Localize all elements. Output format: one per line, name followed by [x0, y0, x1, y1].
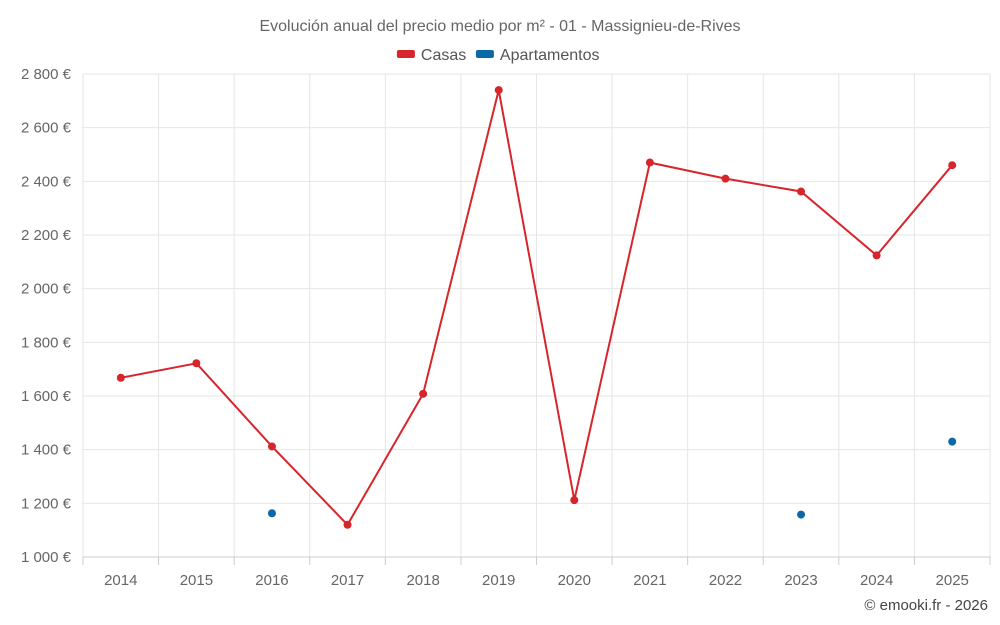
y-tick-label: 2 000 €	[21, 281, 72, 298]
x-tick-label: 2020	[558, 572, 591, 589]
data-point[interactable]	[419, 389, 428, 398]
data-point[interactable]	[494, 86, 503, 95]
y-tick-label: 2 800 €	[21, 66, 72, 83]
y-tick-label: 1 800 €	[21, 334, 72, 351]
series	[116, 86, 957, 529]
data-point[interactable]	[570, 496, 579, 505]
x-tick-label: 2015	[180, 572, 213, 589]
x-tick-label: 2016	[255, 572, 288, 589]
data-point[interactable]	[192, 359, 201, 368]
series-casas	[116, 86, 957, 529]
legend: Casas Apartamentos	[396, 47, 600, 64]
y-tick-label: 2 200 €	[21, 227, 72, 244]
x-tick-label: 2021	[633, 572, 666, 589]
data-point[interactable]	[721, 174, 730, 183]
legend-label: Apartamentos	[500, 47, 600, 64]
legend-item-apartamentos[interactable]: Apartamentos	[475, 47, 600, 64]
x-tick-label: 2014	[104, 572, 137, 589]
data-point[interactable]	[267, 442, 276, 451]
legend-item-casas[interactable]: Casas	[396, 47, 466, 64]
x-tick-label: 2022	[709, 572, 742, 589]
y-tick-label: 1 000 €	[21, 549, 72, 566]
data-point[interactable]	[948, 437, 957, 446]
axes	[82, 556, 991, 565]
legend-swatch	[396, 50, 415, 58]
series-apartamentos	[267, 437, 957, 519]
data-point[interactable]	[343, 520, 352, 529]
y-tick-label: 2 400 €	[21, 173, 72, 190]
legend-label: Casas	[421, 47, 466, 64]
x-tick-label: 2024	[860, 572, 893, 589]
data-point[interactable]	[267, 509, 276, 518]
data-point[interactable]	[116, 373, 125, 382]
y-tick-label: 1 600 €	[21, 388, 72, 405]
data-point[interactable]	[645, 158, 654, 167]
gridlines	[82, 73, 991, 557]
data-point[interactable]	[797, 510, 806, 519]
x-tick-label: 2023	[784, 572, 817, 589]
chart-title: Evolución anual del precio medio por m² …	[259, 18, 740, 35]
y-tick-label: 2 600 €	[21, 120, 72, 137]
y-tick-label: 1 200 €	[21, 495, 72, 512]
y-tick-labels: 1 000 € 1 200 € 1 400 € 1 600 € 1 800 € 2 000…	[21, 66, 72, 566]
legend-swatch	[475, 50, 494, 58]
series-line	[120, 89, 953, 527]
y-tick-label: 1 400 €	[21, 442, 72, 459]
data-point[interactable]	[948, 161, 957, 170]
x-tick-label: 2017	[331, 572, 364, 589]
x-tick-labels: 2014 2015 2016 2017 2018 2019 2020 2021 2022 2023…	[104, 572, 969, 589]
x-tick-label: 2025	[936, 572, 969, 589]
credit-text: © emooki.fr - 2026	[864, 597, 988, 614]
data-point[interactable]	[797, 187, 806, 196]
x-tick-label: 2018	[406, 572, 439, 589]
data-point[interactable]	[872, 251, 881, 260]
x-tick-label: 2019	[482, 572, 515, 589]
